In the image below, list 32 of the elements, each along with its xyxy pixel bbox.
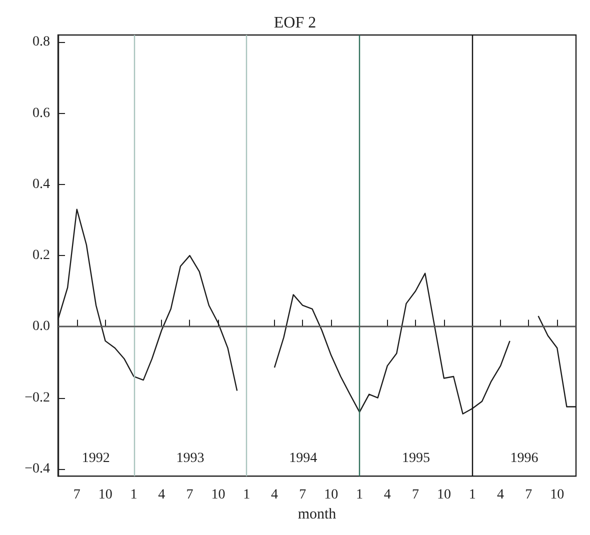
x-tick-label: 4 bbox=[270, 488, 278, 503]
annotation: 1995 bbox=[402, 450, 430, 466]
x-tick-label: 7 bbox=[73, 488, 80, 503]
annotation: 1996 bbox=[510, 450, 538, 466]
x-tick-label: 10 bbox=[211, 488, 226, 503]
x-tick-label: 1 bbox=[243, 488, 250, 503]
annotation: 1994 bbox=[289, 450, 318, 466]
x-tick-label: 7 bbox=[412, 488, 419, 503]
annotation: 1992 bbox=[82, 450, 110, 466]
x-tick-label: 1 bbox=[130, 488, 138, 503]
y-tick-label: −0.4 bbox=[24, 461, 50, 476]
x-tick-label: 4 bbox=[158, 488, 166, 503]
x-tick-label: 10 bbox=[550, 488, 564, 503]
y-tick-label: 0.4 bbox=[32, 176, 50, 192]
y-tick-label: 0.2 bbox=[32, 248, 50, 264]
x-tick-label: 7 bbox=[186, 488, 194, 503]
x-tick-label: 4 bbox=[384, 488, 391, 503]
y-tick-label: 0.0 bbox=[32, 319, 50, 334]
y-tick-label: −0.2 bbox=[24, 390, 50, 406]
x-tick-label: 1 bbox=[356, 488, 364, 503]
chart-title: EOF 2 bbox=[274, 14, 316, 32]
x-tick-label: 1 bbox=[468, 488, 476, 503]
y-tick-label: 0.8 bbox=[32, 34, 50, 50]
x-tick-label: 10 bbox=[98, 488, 112, 503]
x-axis-title: month bbox=[298, 506, 337, 522]
x-tick-label: 10 bbox=[324, 488, 338, 503]
annotation: 1993 bbox=[176, 450, 204, 466]
x-tick-label: 4 bbox=[497, 488, 504, 503]
x-tick-label: 10 bbox=[436, 488, 451, 503]
x-tick-label: 7 bbox=[525, 488, 532, 503]
x-tick-label: 7 bbox=[299, 488, 306, 503]
y-tick-label: 0.6 bbox=[32, 106, 50, 121]
